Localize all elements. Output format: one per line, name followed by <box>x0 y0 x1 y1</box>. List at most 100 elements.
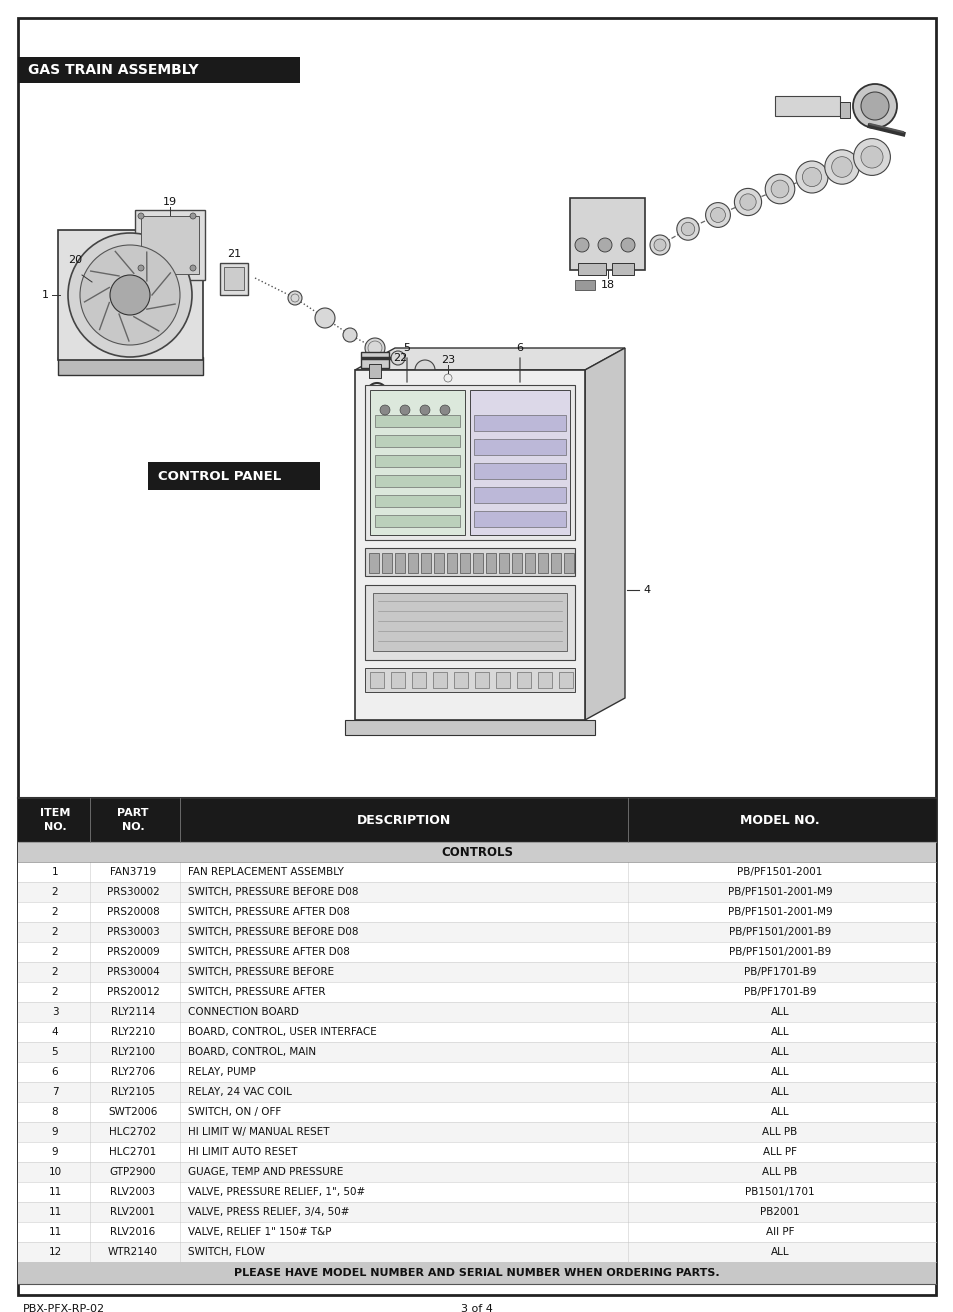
Bar <box>18 1022 935 1042</box>
Text: ALL: ALL <box>770 1067 788 1077</box>
Text: ALL: ALL <box>770 1047 788 1057</box>
Text: 1: 1 <box>42 290 49 300</box>
Circle shape <box>852 84 896 129</box>
Circle shape <box>343 328 356 342</box>
Bar <box>18 798 935 842</box>
Circle shape <box>860 146 882 168</box>
Text: RLV2001: RLV2001 <box>111 1207 155 1218</box>
Circle shape <box>314 308 335 328</box>
Bar <box>220 262 248 295</box>
Bar <box>537 672 552 687</box>
Circle shape <box>801 168 821 186</box>
Circle shape <box>705 202 730 227</box>
Text: PB/PF1501-2001-M9: PB/PF1501-2001-M9 <box>727 887 831 897</box>
Text: 5: 5 <box>403 342 410 353</box>
Bar <box>18 1102 935 1122</box>
Text: ITEM
NO.: ITEM NO. <box>40 808 71 832</box>
Bar <box>381 552 392 573</box>
Polygon shape <box>584 348 624 720</box>
Text: RLY2706: RLY2706 <box>111 1067 155 1077</box>
Bar <box>18 922 935 942</box>
Circle shape <box>439 405 450 415</box>
Bar <box>447 552 456 573</box>
Text: 2: 2 <box>51 987 58 997</box>
Text: SWITCH, PRESSURE BEFORE D08: SWITCH, PRESSURE BEFORE D08 <box>188 887 358 897</box>
Circle shape <box>68 234 192 357</box>
Bar <box>365 585 575 660</box>
Text: PB/PF1501-2001-M9: PB/PF1501-2001-M9 <box>727 907 831 917</box>
Text: VALVE, PRESSURE RELIEF, 1", 50#: VALVE, PRESSURE RELIEF, 1", 50# <box>188 1187 365 1197</box>
Text: PB2001: PB2001 <box>760 1207 799 1218</box>
Circle shape <box>764 174 794 203</box>
Text: 7: 7 <box>51 1088 58 1097</box>
Bar <box>224 268 244 290</box>
Text: ALL: ALL <box>770 1027 788 1036</box>
Bar <box>395 552 405 573</box>
Text: PRS30004: PRS30004 <box>107 967 159 977</box>
Bar <box>475 672 489 687</box>
Circle shape <box>190 265 195 272</box>
Text: FAN REPLACEMENT ASSEMBLY: FAN REPLACEMENT ASSEMBLY <box>188 867 343 876</box>
Text: SWITCH, PRESSURE AFTER D08: SWITCH, PRESSURE AFTER D08 <box>188 947 350 956</box>
Bar <box>433 672 447 687</box>
Bar <box>474 415 565 432</box>
Text: DESCRIPTION: DESCRIPTION <box>356 813 451 827</box>
Circle shape <box>770 180 788 198</box>
Circle shape <box>399 405 410 415</box>
Bar <box>18 1122 935 1141</box>
Text: BOARD, CONTROL, MAIN: BOARD, CONTROL, MAIN <box>188 1047 315 1057</box>
Text: RLV2016: RLV2016 <box>111 1227 155 1237</box>
Bar <box>496 672 510 687</box>
Text: 9: 9 <box>51 1127 58 1138</box>
Bar <box>517 672 531 687</box>
Text: ALL: ALL <box>770 1088 788 1097</box>
Text: 2: 2 <box>51 967 58 977</box>
Text: 3: 3 <box>51 1008 58 1017</box>
Text: 2: 2 <box>51 907 58 917</box>
Circle shape <box>654 239 665 251</box>
Circle shape <box>598 237 612 252</box>
Bar <box>369 363 380 378</box>
Text: All PF: All PF <box>765 1227 794 1237</box>
Text: PRS20009: PRS20009 <box>107 947 159 956</box>
Circle shape <box>824 150 859 184</box>
Bar <box>537 552 547 573</box>
Bar <box>408 552 417 573</box>
Circle shape <box>795 161 827 193</box>
Bar <box>454 672 468 687</box>
Text: HLC2702: HLC2702 <box>110 1127 156 1138</box>
Bar <box>375 436 459 447</box>
Bar <box>375 516 459 527</box>
Circle shape <box>110 276 150 315</box>
Text: VALVE, RELIEF 1" 150# T&P: VALVE, RELIEF 1" 150# T&P <box>188 1227 331 1237</box>
Bar <box>375 415 459 426</box>
Text: PRS30003: PRS30003 <box>107 928 159 937</box>
Bar <box>774 96 840 115</box>
Circle shape <box>710 207 724 223</box>
Circle shape <box>138 213 144 219</box>
Text: PRS30002: PRS30002 <box>107 887 159 897</box>
Text: PBX-PFX-RP-02: PBX-PFX-RP-02 <box>23 1304 105 1312</box>
Polygon shape <box>355 348 624 370</box>
Bar <box>18 1262 935 1284</box>
Bar <box>375 495 459 506</box>
Circle shape <box>831 156 851 177</box>
Bar <box>412 672 426 687</box>
Bar <box>355 370 584 720</box>
Text: GTP2900: GTP2900 <box>110 1166 156 1177</box>
Text: 6: 6 <box>516 342 523 353</box>
Text: RLY2114: RLY2114 <box>111 1008 155 1017</box>
Circle shape <box>440 371 455 384</box>
Text: 4: 4 <box>642 585 649 596</box>
Text: 10: 10 <box>49 1166 62 1177</box>
Bar <box>434 552 443 573</box>
Circle shape <box>379 405 390 415</box>
Bar <box>148 462 319 489</box>
Text: 22: 22 <box>393 353 407 363</box>
Text: HI LIMIT AUTO RESET: HI LIMIT AUTO RESET <box>188 1147 297 1157</box>
Text: RLV2003: RLV2003 <box>111 1187 155 1197</box>
Text: 5: 5 <box>51 1047 58 1057</box>
Circle shape <box>853 139 889 176</box>
Bar <box>18 1042 935 1061</box>
Text: PB/PF1701-B9: PB/PF1701-B9 <box>743 987 816 997</box>
